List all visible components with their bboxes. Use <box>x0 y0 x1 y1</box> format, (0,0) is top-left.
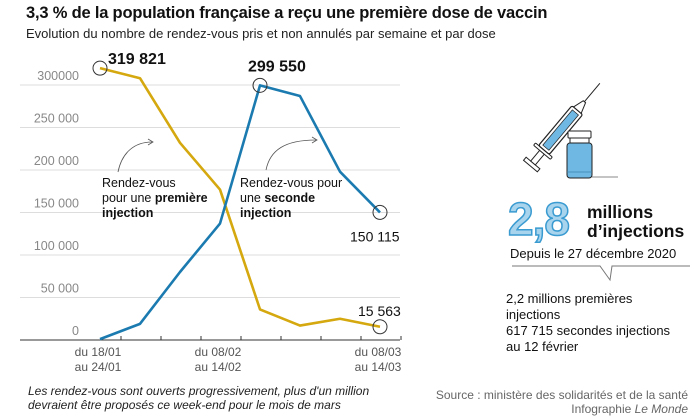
x-tick-label: du 08/03 <box>355 345 402 359</box>
series-lines <box>99 66 381 341</box>
label-second-line1: Rendez-vous pour <box>240 176 342 190</box>
label-second-bold: seconde <box>264 191 315 205</box>
series-line-second-injection <box>99 84 381 341</box>
highlight-circle <box>92 60 108 76</box>
label-second-line3: injection <box>240 206 291 220</box>
footnote-line2: devraient être proposés ce week-end pour… <box>28 398 341 412</box>
y-tick-label: 50 000 <box>41 282 79 296</box>
details-line: injections <box>506 307 561 322</box>
y-tick-label: 200 000 <box>34 154 79 168</box>
label-second-line2: une seconde <box>240 191 315 205</box>
credit-prefix: Infographie <box>571 402 635 416</box>
gridlines <box>20 84 400 298</box>
label-second-mid: une <box>240 191 264 205</box>
big-number-unit: millions d’injections <box>587 203 684 241</box>
x-tick-label: du 08/02 <box>195 345 242 359</box>
y-tick-label: 0 <box>72 324 79 338</box>
big-number: 2,8 <box>507 193 570 245</box>
injection-details: 2,2 millions premières injections 617 71… <box>506 291 670 355</box>
details-line: 617 715 secondes injections <box>506 323 671 338</box>
y-tick-label: 150 000 <box>34 197 79 211</box>
label-first-mid: pour une <box>102 191 155 205</box>
credit: Infographie Le Monde <box>436 402 688 416</box>
callout-pointer <box>512 265 690 282</box>
details-line: 2,2 millions premières <box>506 291 633 306</box>
y-tick-label: 100 000 <box>34 239 79 253</box>
series-line-first-injection <box>99 66 381 329</box>
x-axis-ticks <box>120 336 402 340</box>
x-tick-label: au 24/01 <box>75 360 122 374</box>
highlight-circle <box>252 77 268 93</box>
value-label: 319 821 <box>108 51 166 68</box>
x-tick-label: du 18/01 <box>75 345 122 359</box>
highlight-circle <box>372 204 388 220</box>
y-axis-labels: 0 50 000 100 000 150 000 200 000 250 000 30000… <box>34 69 79 338</box>
value-label: 299 550 <box>248 58 306 75</box>
footnote: Les rendez-vous sont ouverts progressive… <box>28 384 369 412</box>
arrow-head-second <box>311 136 318 144</box>
y-tick-label: 300000 <box>37 69 79 83</box>
highlight-circle <box>372 319 388 335</box>
x-tick-label: au 14/03 <box>355 360 402 374</box>
x-tick-label: au 14/02 <box>195 360 242 374</box>
arrow-head-first <box>147 138 154 146</box>
unit-line2: d’injections <box>587 221 685 241</box>
value-label: 15 563 <box>358 303 401 319</box>
highlight-markers: 319 821 299 550 150 115 15 563 <box>92 51 401 335</box>
label-first-line2: pour une première <box>102 191 208 205</box>
syringe-and-vial-icon <box>522 83 618 179</box>
source: Source : ministère des solidarités et de… <box>436 388 688 416</box>
label-first-bold: première <box>155 191 208 205</box>
credit-brand: Le Monde <box>634 402 688 416</box>
label-first-line3: injection <box>102 206 153 220</box>
label-first-line1: Rendez-vous <box>102 176 176 190</box>
source-text: Source : ministère des solidarités et de… <box>435 388 688 402</box>
y-tick-label: 250 000 <box>34 112 79 126</box>
chart-title: 3,3 % de la population française a reçu … <box>26 4 548 22</box>
details-line: au 12 février <box>506 339 579 354</box>
unit-line1: millions <box>587 202 654 222</box>
value-label: 150 115 <box>350 228 400 244</box>
since-date: Depuis le 27 décembre 2020 <box>510 246 677 261</box>
chart-subtitle: Evolution du nombre de rendez-vous pris … <box>26 26 496 41</box>
annotation-arrow-first <box>117 141 153 173</box>
annotation-arrow-second <box>265 139 317 171</box>
footnote-line1: Les rendez-vous sont ouverts progressive… <box>28 384 370 398</box>
